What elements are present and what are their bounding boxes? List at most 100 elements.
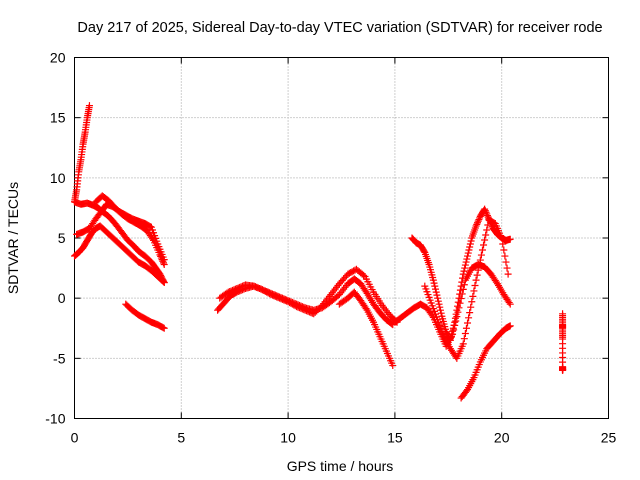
data-point-fill	[450, 321, 458, 329]
data-point-fill	[468, 298, 476, 306]
data-point-fill	[473, 271, 481, 279]
series-6	[122, 300, 168, 332]
data-point-fill	[477, 251, 485, 259]
data-point-fill	[456, 286, 464, 294]
data-point-fill	[360, 271, 368, 279]
data-point-fill	[480, 241, 488, 249]
y-tick-label: 20	[50, 50, 66, 66]
data-point-fill	[482, 231, 490, 239]
data-point-fill	[471, 282, 479, 290]
data-point-fill	[465, 314, 473, 322]
series-4	[92, 192, 168, 268]
axis-ticks: 0 5 10 15 20 25 -10 -5 0 5 10 15 20	[45, 50, 616, 446]
data-point	[498, 234, 506, 242]
data-point	[466, 309, 474, 317]
data-point-fill	[431, 285, 439, 293]
data-point-fill	[473, 219, 481, 227]
data-point-fill	[483, 210, 491, 218]
data-point-fill	[362, 305, 370, 313]
data-point-fill	[460, 335, 468, 343]
data-point-fill	[420, 247, 428, 255]
data-point-fill	[482, 208, 490, 216]
data-point-fill	[435, 300, 443, 308]
data-points	[71, 102, 567, 402]
data-point-fill	[461, 261, 469, 269]
data-point-fill	[430, 279, 438, 287]
x-tick-label: 20	[494, 430, 510, 446]
data-point-fill	[457, 282, 465, 290]
data-point	[559, 366, 567, 374]
x-tick-label: 15	[387, 430, 403, 446]
data-point-fill	[454, 298, 462, 306]
data-point-fill	[464, 319, 472, 327]
data-point	[506, 235, 514, 243]
grid-lines	[74, 57, 609, 419]
data-point-fill	[474, 217, 482, 225]
data-point	[506, 322, 514, 330]
data-point-fill	[436, 303, 444, 311]
x-tick-label: 10	[280, 430, 296, 446]
data-point-fill	[158, 256, 166, 264]
data-point-fill	[503, 264, 511, 272]
data-point-fill	[437, 309, 445, 317]
data-point-fill	[466, 240, 474, 248]
data-point-fill	[451, 314, 459, 322]
data-point	[464, 252, 472, 260]
y-tick-label: 10	[50, 170, 66, 186]
data-point-fill	[431, 282, 439, 290]
y-tick-label: 5	[58, 230, 66, 246]
data-point	[472, 276, 480, 284]
y-tick-label: 15	[50, 110, 66, 126]
data-point-fill	[148, 235, 156, 243]
data-point-fill	[462, 258, 470, 266]
data-point-fill	[475, 261, 483, 269]
data-point-fill	[448, 330, 456, 338]
data-point-fill	[454, 302, 462, 310]
series-1	[71, 102, 93, 206]
data-point-fill	[160, 259, 167, 267]
x-tick-label: 25	[601, 430, 617, 446]
data-point	[160, 324, 168, 332]
data-point	[434, 294, 442, 302]
data-point-fill	[476, 256, 484, 264]
data-point-fill	[159, 278, 167, 286]
data-point-fill	[458, 278, 466, 286]
data-point-fill	[484, 221, 492, 229]
data-point-fill	[459, 274, 467, 282]
data-point-fill	[499, 240, 507, 248]
y-tick-label: -10	[45, 411, 65, 427]
data-point	[160, 260, 168, 268]
data-point-fill	[447, 333, 455, 341]
data-point-fill	[461, 264, 469, 272]
y-tick-label: -5	[53, 350, 66, 366]
data-point-fill	[428, 312, 436, 320]
data-point	[455, 294, 463, 302]
x-tick-label: 5	[177, 430, 185, 446]
data-point-fill	[159, 257, 167, 265]
data-point-fill	[473, 220, 481, 228]
data-point-fill	[461, 329, 469, 337]
series-14	[559, 310, 567, 374]
data-point	[504, 270, 512, 278]
series-5	[71, 222, 168, 287]
data-point-fill	[453, 306, 461, 314]
data-point	[389, 362, 397, 370]
data-point	[429, 276, 437, 284]
data-point-fill	[452, 310, 460, 318]
data-point-fill	[466, 243, 474, 251]
y-axis-label: SDTVAR / TECUs	[5, 182, 21, 294]
data-point-fill	[483, 226, 491, 234]
data-point-fill	[481, 207, 489, 215]
data-point-fill	[159, 324, 167, 332]
data-point-fill	[456, 290, 464, 298]
data-point-fill	[475, 216, 483, 224]
data-point-fill	[433, 291, 441, 299]
data-point-fill	[460, 267, 468, 275]
data-point-fill	[463, 255, 471, 263]
series-10	[391, 260, 514, 350]
data-point	[451, 318, 459, 326]
series-13	[457, 322, 514, 402]
data-point-fill	[470, 287, 478, 295]
